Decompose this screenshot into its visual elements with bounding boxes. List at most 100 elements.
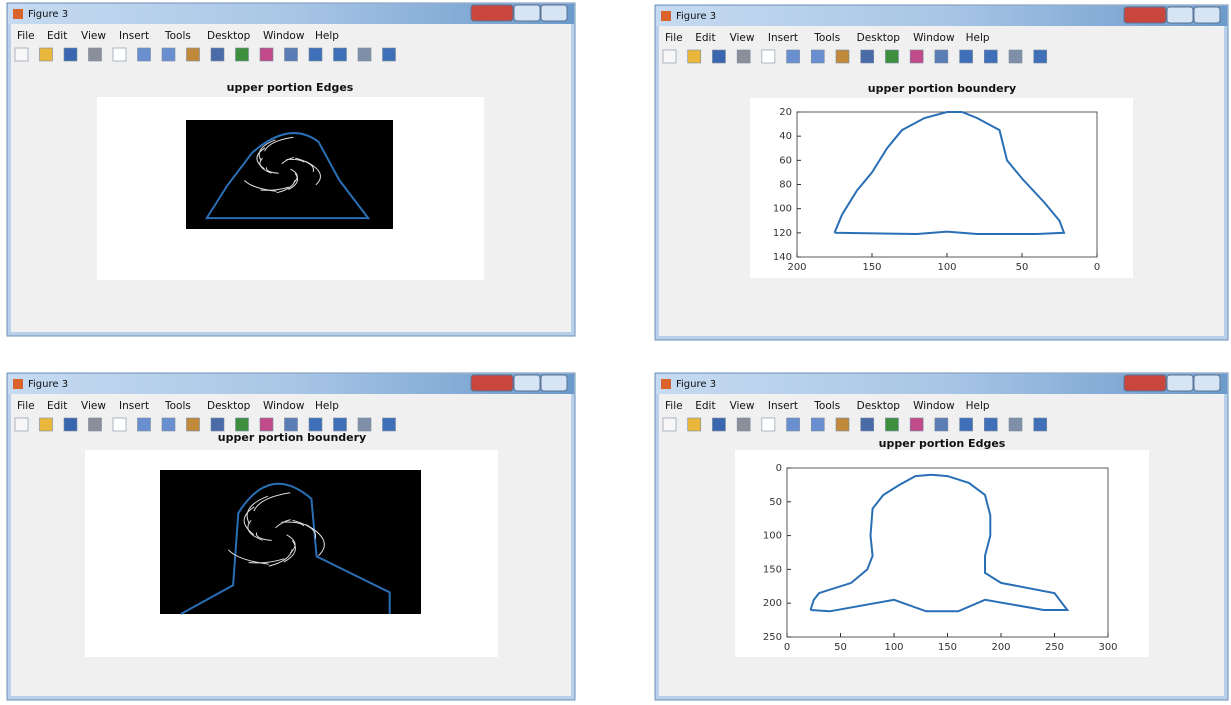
toolbar-button[interactable] xyxy=(113,418,126,431)
menu-item[interactable]: Tools xyxy=(813,400,840,412)
toolbar-button[interactable] xyxy=(138,418,151,431)
toolbar-button[interactable] xyxy=(260,418,273,431)
toolbar-button[interactable] xyxy=(1009,50,1022,63)
menu-item[interactable]: File xyxy=(665,32,683,44)
menu-item[interactable]: Window xyxy=(263,30,305,42)
toolbar-button[interactable] xyxy=(89,418,102,431)
toolbar-button[interactable] xyxy=(984,418,997,431)
menu-item[interactable]: Insert xyxy=(768,400,798,412)
menu-item[interactable]: Insert xyxy=(768,32,798,44)
toolbar-button[interactable] xyxy=(285,48,298,61)
menu-item[interactable]: Desktop xyxy=(857,32,901,44)
toolbar-button[interactable] xyxy=(935,418,948,431)
toolbar-button[interactable] xyxy=(15,418,28,431)
menu-item[interactable]: Desktop xyxy=(207,30,251,42)
toolbar-button[interactable] xyxy=(162,48,175,61)
menu-item[interactable]: Help xyxy=(966,32,990,44)
menu-item[interactable]: File xyxy=(665,400,683,412)
window-button[interactable] xyxy=(541,5,567,21)
toolbar-button[interactable] xyxy=(1034,50,1047,63)
menu-item[interactable]: Edit xyxy=(47,400,67,412)
toolbar-button[interactable] xyxy=(910,50,923,63)
window-button[interactable] xyxy=(1167,375,1193,391)
toolbar-button[interactable] xyxy=(663,50,676,63)
menu-item[interactable]: File xyxy=(17,30,35,42)
toolbar-button[interactable] xyxy=(935,50,948,63)
toolbar-button[interactable] xyxy=(211,48,224,61)
toolbar-button[interactable] xyxy=(787,50,800,63)
window-button[interactable] xyxy=(1124,375,1166,391)
window-button[interactable] xyxy=(1194,375,1220,391)
toolbar-button[interactable] xyxy=(762,50,775,63)
menu-item[interactable]: View xyxy=(81,400,106,412)
toolbar-button[interactable] xyxy=(861,50,874,63)
toolbar-button[interactable] xyxy=(260,48,273,61)
toolbar-button[interactable] xyxy=(89,48,102,61)
toolbar-button[interactable] xyxy=(1009,418,1022,431)
menu-item[interactable]: View xyxy=(730,400,755,412)
toolbar-button[interactable] xyxy=(811,50,824,63)
window-button[interactable] xyxy=(514,375,540,391)
window-button[interactable] xyxy=(471,375,513,391)
menu-item[interactable]: Window xyxy=(263,400,305,412)
toolbar-button[interactable] xyxy=(309,418,322,431)
menu-item[interactable]: Tools xyxy=(813,32,840,44)
toolbar-button[interactable] xyxy=(40,418,53,431)
toolbar-button[interactable] xyxy=(358,48,371,61)
menu-item[interactable]: Edit xyxy=(695,400,715,412)
toolbar-button[interactable] xyxy=(688,50,701,63)
menu-item[interactable]: Help xyxy=(315,400,339,412)
window-button[interactable] xyxy=(471,5,513,21)
toolbar-button[interactable] xyxy=(960,418,973,431)
toolbar-button[interactable] xyxy=(787,418,800,431)
toolbar-button[interactable] xyxy=(40,48,53,61)
menu-item[interactable]: Edit xyxy=(695,32,715,44)
menu-item[interactable]: Desktop xyxy=(207,400,251,412)
toolbar-button[interactable] xyxy=(910,418,923,431)
toolbar-button[interactable] xyxy=(885,50,898,63)
toolbar-button[interactable] xyxy=(334,418,347,431)
toolbar-button[interactable] xyxy=(1034,418,1047,431)
toolbar-button[interactable] xyxy=(712,50,725,63)
toolbar-button[interactable] xyxy=(984,50,997,63)
toolbar-button[interactable] xyxy=(960,50,973,63)
menu-item[interactable]: View xyxy=(81,30,106,42)
toolbar-button[interactable] xyxy=(383,418,396,431)
toolbar-button[interactable] xyxy=(762,418,775,431)
toolbar-button[interactable] xyxy=(285,418,298,431)
toolbar-button[interactable] xyxy=(162,418,175,431)
toolbar-button[interactable] xyxy=(836,418,849,431)
toolbar-button[interactable] xyxy=(712,418,725,431)
toolbar-button[interactable] xyxy=(663,418,676,431)
toolbar-button[interactable] xyxy=(236,48,249,61)
toolbar-button[interactable] xyxy=(113,48,126,61)
toolbar-button[interactable] xyxy=(358,418,371,431)
window-button[interactable] xyxy=(1194,7,1220,23)
window-button[interactable] xyxy=(514,5,540,21)
toolbar-button[interactable] xyxy=(688,418,701,431)
menu-item[interactable]: View xyxy=(730,32,755,44)
toolbar-button[interactable] xyxy=(211,418,224,431)
toolbar-button[interactable] xyxy=(885,418,898,431)
menu-item[interactable]: Edit xyxy=(47,30,67,42)
menu-item[interactable]: Insert xyxy=(119,400,149,412)
menu-item[interactable]: Tools xyxy=(164,400,191,412)
menu-item[interactable]: Window xyxy=(913,400,955,412)
toolbar-button[interactable] xyxy=(309,48,322,61)
toolbar-button[interactable] xyxy=(737,50,750,63)
menu-item[interactable]: File xyxy=(17,400,35,412)
menu-item[interactable]: Insert xyxy=(119,30,149,42)
toolbar-button[interactable] xyxy=(861,418,874,431)
menu-item[interactable]: Help xyxy=(966,400,990,412)
window-button[interactable] xyxy=(541,375,567,391)
toolbar-button[interactable] xyxy=(737,418,750,431)
menu-item[interactable]: Desktop xyxy=(857,400,901,412)
menu-item[interactable]: Tools xyxy=(164,30,191,42)
toolbar-button[interactable] xyxy=(64,418,77,431)
toolbar-button[interactable] xyxy=(836,50,849,63)
toolbar-button[interactable] xyxy=(64,48,77,61)
toolbar-button[interactable] xyxy=(138,48,151,61)
window-button[interactable] xyxy=(1124,7,1166,23)
toolbar-button[interactable] xyxy=(334,48,347,61)
window-button[interactable] xyxy=(1167,7,1193,23)
